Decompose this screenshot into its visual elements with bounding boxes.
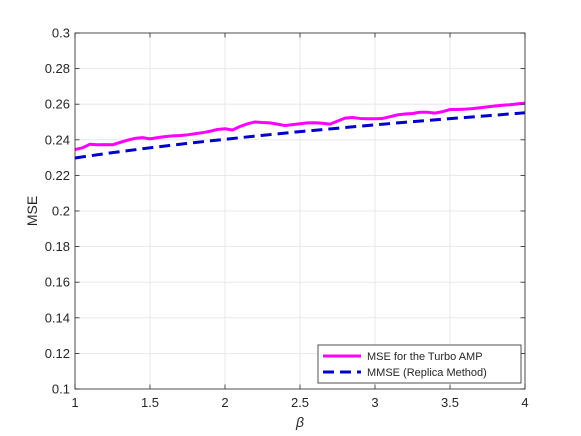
legend-label: MMSE (Replica Method) xyxy=(367,367,487,379)
legend-box xyxy=(317,344,522,384)
x-tick-label: 4 xyxy=(521,395,528,410)
y-tick-label: 0.16 xyxy=(45,275,70,290)
series-line-2 xyxy=(74,111,526,160)
y-tick-label: 0.28 xyxy=(45,61,70,76)
y-tick-label: 0.12 xyxy=(45,346,70,361)
y-tick-label: 0.24 xyxy=(45,132,70,147)
y-tick-label: 0.14 xyxy=(45,310,70,325)
y-tick-label: 0.22 xyxy=(45,168,70,183)
x-tick-label: 2.5 xyxy=(291,395,309,410)
y-tick-label: 0.26 xyxy=(45,97,70,112)
y-tick-label: 0.1 xyxy=(52,382,70,397)
x-tick-label: 3.5 xyxy=(441,395,459,410)
y-tick-label: 0.2 xyxy=(52,204,70,219)
legend-label: MSE for the Turbo AMP xyxy=(367,351,483,363)
axis-ticks: 1 1.5 2 2.5 3 3.5 4 0.1 0.12 0.14 0.16 0.18 0.2 0.22 0… xyxy=(45,26,529,411)
x-tick-label: 1.5 xyxy=(141,395,159,410)
y-axis-label: MSE xyxy=(24,196,40,226)
x-tick-label: 1 xyxy=(71,395,78,410)
y-tick-label: 0.3 xyxy=(52,26,70,41)
legend: MSE for the Turbo AMP MMSE (Replica Metho… xyxy=(317,344,522,384)
series-line-1 xyxy=(74,101,526,152)
x-tick-label: 3 xyxy=(371,395,378,410)
y-tick-label: 0.18 xyxy=(45,239,70,254)
x-tick-label: 2 xyxy=(221,395,228,410)
x-axis-label: β xyxy=(295,414,304,430)
series-layer xyxy=(74,101,526,160)
